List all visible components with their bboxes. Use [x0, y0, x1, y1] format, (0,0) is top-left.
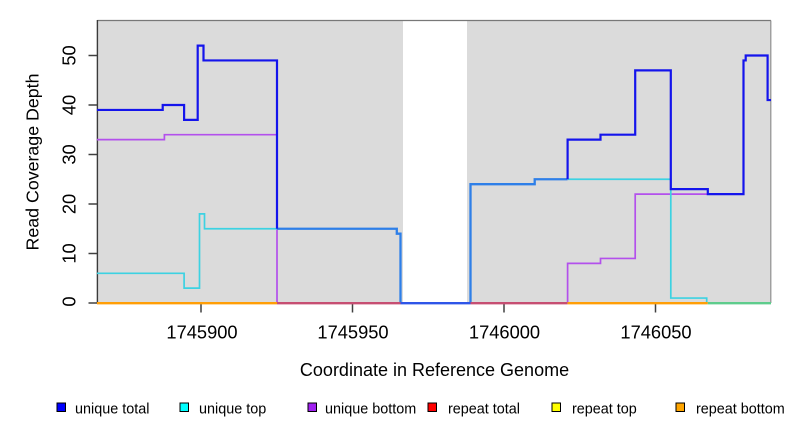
svg-text:repeat bottom: repeat bottom	[696, 402, 785, 418]
svg-text:40: 40	[59, 95, 80, 115]
svg-text:unique bottom: unique bottom	[325, 402, 416, 418]
svg-text:20: 20	[59, 194, 80, 214]
svg-text:30: 30	[59, 144, 80, 164]
svg-text:1746050: 1746050	[620, 322, 691, 343]
svg-text:unique top: unique top	[199, 402, 266, 418]
svg-text:1745900: 1745900	[166, 322, 237, 343]
svg-text:unique total: unique total	[75, 402, 149, 418]
svg-text:repeat top: repeat top	[572, 402, 637, 418]
svg-text:Read Coverage Depth: Read Coverage Depth	[23, 74, 43, 251]
svg-text:1745950: 1745950	[317, 322, 388, 343]
svg-text:repeat total: repeat total	[448, 402, 520, 418]
svg-text:Coordinate in Reference Genome: Coordinate in Reference Genome	[300, 360, 569, 380]
svg-text:10: 10	[59, 243, 80, 263]
svg-text:50: 50	[59, 45, 80, 65]
svg-text:0: 0	[59, 296, 80, 306]
svg-text:1746000: 1746000	[469, 322, 540, 343]
